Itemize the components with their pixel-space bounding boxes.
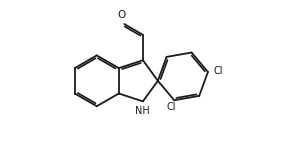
Text: NH: NH [135, 106, 150, 116]
Text: Cl: Cl [213, 66, 222, 76]
Text: Cl: Cl [166, 102, 176, 112]
Text: O: O [117, 10, 125, 20]
